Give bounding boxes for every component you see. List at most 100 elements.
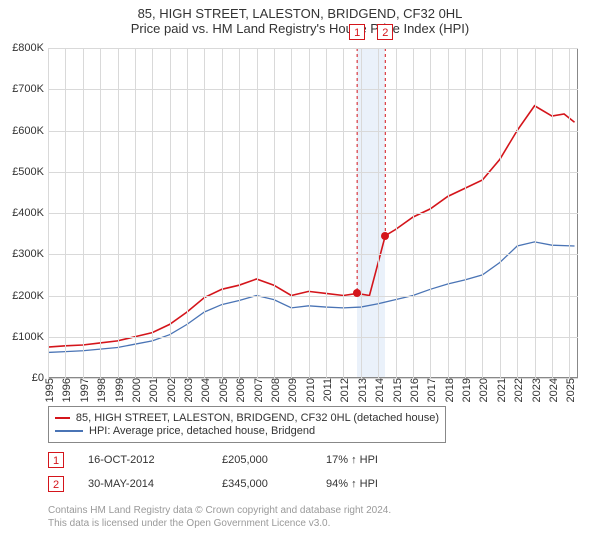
x-tick-label: 1999 xyxy=(110,378,126,402)
x-tick-label: 2001 xyxy=(144,378,160,402)
sale-delta: 17% ↑ HPI xyxy=(326,454,378,466)
grid-h xyxy=(48,172,578,173)
sale-date: 30-MAY-2014 xyxy=(88,478,198,490)
grid-v xyxy=(378,48,379,378)
x-tick-label: 2003 xyxy=(179,378,195,402)
chart-title-line1: 85, HIGH STREET, LALESTON, BRIDGEND, CF3… xyxy=(0,6,600,21)
grid-v xyxy=(448,48,449,378)
attribution-line2: This data is licensed under the Open Gov… xyxy=(48,517,391,530)
grid-v xyxy=(552,48,553,378)
sale-marker-dot xyxy=(381,232,389,240)
grid-h xyxy=(48,337,578,338)
x-tick-label: 1998 xyxy=(92,378,108,402)
x-tick-label: 2004 xyxy=(196,378,212,402)
grid-h xyxy=(48,296,578,297)
grid-v xyxy=(204,48,205,378)
grid-v xyxy=(361,48,362,378)
x-tick-label: 2025 xyxy=(561,378,577,402)
grid-v xyxy=(291,48,292,378)
y-tick-label: £700K xyxy=(12,83,48,95)
grid-v xyxy=(100,48,101,378)
x-tick-label: 2012 xyxy=(335,378,351,402)
chart-title-line2: Price paid vs. HM Land Registry's House … xyxy=(0,21,600,36)
grid-v xyxy=(118,48,119,378)
x-tick-label: 2006 xyxy=(231,378,247,402)
sale-detail-row: 2 30-MAY-2014 £345,000 94% ↑ HPI xyxy=(48,476,378,492)
grid-v xyxy=(257,48,258,378)
sale-delta: 94% ↑ HPI xyxy=(326,478,378,490)
x-tick-label: 2000 xyxy=(127,378,143,402)
grid-v xyxy=(65,48,66,378)
sale-detail-row: 1 16-OCT-2012 £205,000 17% ↑ HPI xyxy=(48,452,378,468)
x-tick-label: 2023 xyxy=(527,378,543,402)
grid-v xyxy=(222,48,223,378)
sale-date: 16-OCT-2012 xyxy=(88,454,198,466)
grid-v xyxy=(396,48,397,378)
grid-v xyxy=(465,48,466,378)
grid-v xyxy=(500,48,501,378)
x-tick-label: 2017 xyxy=(422,378,438,402)
legend-swatch xyxy=(55,430,83,432)
legend-swatch xyxy=(55,417,70,419)
x-tick-label: 1995 xyxy=(40,378,56,402)
chart-plot-area: £0£100K£200K£300K£400K£500K£600K£700K£80… xyxy=(48,48,578,378)
grid-h xyxy=(48,48,578,49)
grid-h xyxy=(48,89,578,90)
grid-v xyxy=(535,48,536,378)
x-tick-label: 1997 xyxy=(75,378,91,402)
x-tick-label: 2011 xyxy=(318,378,334,402)
sale-price: £345,000 xyxy=(222,478,302,490)
legend-label: 85, HIGH STREET, LALESTON, BRIDGEND, CF3… xyxy=(76,412,439,424)
sale-marker-box: 2 xyxy=(377,24,393,40)
grid-h xyxy=(48,131,578,132)
x-tick-label: 2007 xyxy=(249,378,265,402)
x-tick-label: 2010 xyxy=(301,378,317,402)
legend-row: 85, HIGH STREET, LALESTON, BRIDGEND, CF3… xyxy=(55,412,439,424)
x-tick-label: 2005 xyxy=(214,378,230,402)
grid-v xyxy=(569,48,570,378)
sale-detail-marker: 2 xyxy=(48,476,64,492)
grid-v xyxy=(430,48,431,378)
legend-row: HPI: Average price, detached house, Brid… xyxy=(55,425,439,437)
grid-v xyxy=(274,48,275,378)
legend-box: 85, HIGH STREET, LALESTON, BRIDGEND, CF3… xyxy=(48,406,446,443)
grid-h xyxy=(48,254,578,255)
grid-v xyxy=(326,48,327,378)
x-tick-label: 2014 xyxy=(370,378,386,402)
y-tick-label: £800K xyxy=(12,42,48,54)
grid-v xyxy=(482,48,483,378)
x-tick-label: 2002 xyxy=(162,378,178,402)
sale-price: £205,000 xyxy=(222,454,302,466)
x-tick-label: 1996 xyxy=(57,378,73,402)
x-tick-label: 2013 xyxy=(353,378,369,402)
grid-v xyxy=(309,48,310,378)
grid-v xyxy=(135,48,136,378)
x-tick-label: 2009 xyxy=(283,378,299,402)
attribution-text: Contains HM Land Registry data © Crown c… xyxy=(48,504,391,530)
grid-v xyxy=(343,48,344,378)
grid-v xyxy=(48,48,49,378)
x-tick-label: 2008 xyxy=(266,378,282,402)
legend-label: HPI: Average price, detached house, Brid… xyxy=(89,425,315,437)
x-tick-label: 2018 xyxy=(440,378,456,402)
grid-h xyxy=(48,213,578,214)
y-tick-label: £200K xyxy=(12,290,48,302)
grid-v xyxy=(170,48,171,378)
y-tick-label: £100K xyxy=(12,331,48,343)
x-tick-label: 2020 xyxy=(474,378,490,402)
x-tick-label: 2016 xyxy=(405,378,421,402)
y-tick-label: £600K xyxy=(12,125,48,137)
grid-v xyxy=(83,48,84,378)
x-tick-label: 2021 xyxy=(492,378,508,402)
attribution-line1: Contains HM Land Registry data © Crown c… xyxy=(48,504,391,517)
y-tick-label: £300K xyxy=(12,248,48,260)
x-tick-label: 2015 xyxy=(388,378,404,402)
grid-v xyxy=(517,48,518,378)
y-tick-label: £400K xyxy=(12,207,48,219)
sale-marker-box: 1 xyxy=(349,24,365,40)
x-tick-label: 2022 xyxy=(509,378,525,402)
sale-detail-marker: 1 xyxy=(48,452,64,468)
grid-v xyxy=(413,48,414,378)
grid-v xyxy=(187,48,188,378)
sale-marker-dot xyxy=(353,289,361,297)
